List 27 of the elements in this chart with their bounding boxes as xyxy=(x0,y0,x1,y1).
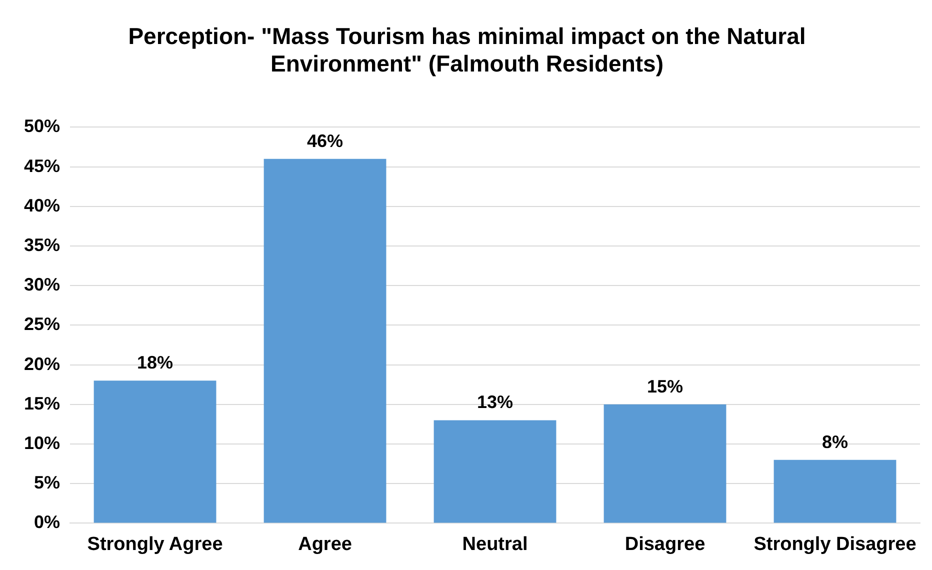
y-tick-label: 40% xyxy=(24,195,60,216)
bar xyxy=(604,404,726,523)
x-tick-label: Disagree xyxy=(624,534,706,555)
y-tick-label: 15% xyxy=(24,393,60,414)
bar xyxy=(94,380,216,523)
x-tick-label: Neutral xyxy=(462,534,528,555)
y-tick-label: 5% xyxy=(34,472,60,493)
data-label: 46% xyxy=(307,130,344,151)
bar xyxy=(774,460,896,523)
y-tick-label: 35% xyxy=(24,234,60,255)
y-tick-label: 30% xyxy=(24,274,60,295)
data-label: 8% xyxy=(822,432,848,452)
data-label: 13% xyxy=(477,392,514,412)
y-tick-label: 0% xyxy=(34,512,60,532)
y-tick-label: 45% xyxy=(24,156,60,176)
x-tick-label: Agree xyxy=(298,534,352,555)
y-tick-label: 50% xyxy=(24,116,60,136)
data-label: 15% xyxy=(646,376,684,396)
data-label: 18% xyxy=(137,352,174,373)
y-tick-label: 10% xyxy=(24,432,60,453)
bar xyxy=(264,158,386,523)
bar xyxy=(434,420,556,523)
y-tick-label: 20% xyxy=(24,354,60,374)
chart-title: Perception- "Mass Tourism has minimal impact on the Natural Environment" (Falmouth Residents) xyxy=(128,23,806,77)
x-tick-label: Strongly Agree xyxy=(87,534,223,555)
y-tick-label: 25% xyxy=(24,314,60,334)
x-tick-label: Strongly Disagree xyxy=(754,534,916,555)
